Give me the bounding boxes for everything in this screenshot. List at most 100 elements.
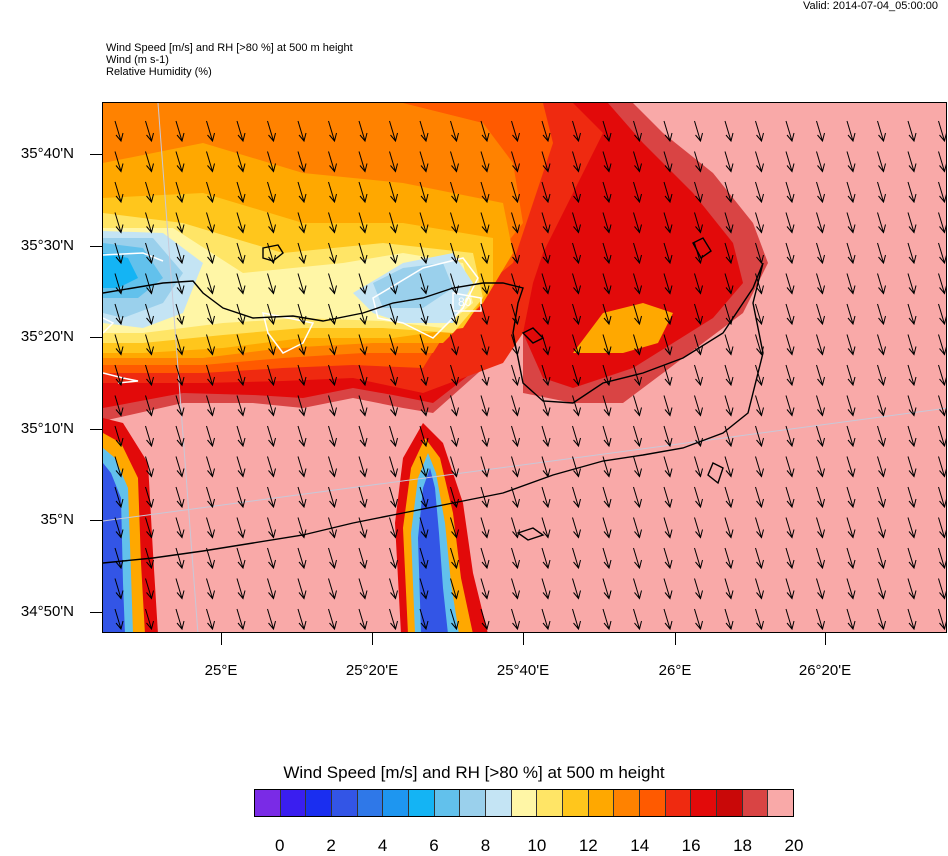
wind-arrow xyxy=(145,212,154,234)
wind-arrow xyxy=(602,273,612,295)
wind-arrow xyxy=(633,517,642,539)
wind-arrow xyxy=(541,120,551,143)
wind-arrow xyxy=(724,608,734,631)
colorbar-swatch xyxy=(357,790,384,816)
lat-tick xyxy=(90,520,102,521)
wind-arrow xyxy=(206,608,215,631)
lon-tick xyxy=(221,633,222,645)
wind-arrow xyxy=(114,395,124,417)
wind-arrow xyxy=(206,151,215,173)
wind-arrow xyxy=(572,364,581,387)
wind-arrow xyxy=(206,120,215,143)
wind-arrow xyxy=(846,517,856,539)
wind-arrow xyxy=(816,395,825,417)
wind-arrow xyxy=(785,151,795,173)
wind-arrow xyxy=(236,608,246,631)
wind-arrow xyxy=(755,395,764,417)
wind-arrow xyxy=(297,303,307,326)
wind-arrow xyxy=(450,212,459,234)
wind-arrow xyxy=(419,517,429,539)
wind-arrow xyxy=(755,273,764,295)
wind-arrow xyxy=(450,517,459,539)
wind-arrow xyxy=(663,120,673,143)
wind-arrow xyxy=(633,456,642,478)
wind-arrow xyxy=(602,486,612,509)
wind-arrow xyxy=(907,303,917,326)
wind-arrow xyxy=(785,303,795,326)
lon-label: 25°20'E xyxy=(345,662,399,679)
wind-arrow xyxy=(724,547,734,570)
wind-arrow xyxy=(206,181,215,204)
wind-arrow xyxy=(114,517,124,539)
colorbar-swatch xyxy=(742,790,769,816)
wind-arrow xyxy=(358,303,368,326)
colorbar-swatch xyxy=(511,790,538,816)
wind-arrow xyxy=(297,395,307,417)
wind-arrow xyxy=(877,486,886,509)
wind-arrow xyxy=(755,486,764,509)
wind-arrow xyxy=(175,151,185,173)
colorbar-swatch xyxy=(768,790,794,816)
wind-arrow xyxy=(602,608,612,631)
wind-arrow xyxy=(389,364,398,387)
wind-arrow xyxy=(358,547,368,570)
wind-arrow xyxy=(389,425,398,448)
wind-arrow xyxy=(145,395,154,417)
wind-arrow xyxy=(511,364,520,387)
wind-arrow xyxy=(145,517,154,539)
wind-arrow xyxy=(511,212,520,234)
colorbar-swatch xyxy=(640,790,666,816)
wind-arrow xyxy=(419,303,429,326)
lat-label: 35°40'N xyxy=(20,145,74,162)
wind-arrow xyxy=(938,578,946,600)
wind-arrow xyxy=(907,456,917,478)
wind-arrow xyxy=(145,120,154,143)
wind-arrow xyxy=(175,425,185,448)
header-title: Wind Speed [m/s] and RH [>80 %] at 500 m… xyxy=(106,42,353,54)
wind-arrow xyxy=(358,334,368,356)
wind-arrow xyxy=(785,578,795,600)
wind-arrow xyxy=(785,212,795,234)
wind-arrow xyxy=(145,151,154,173)
wind-arrow xyxy=(389,456,398,478)
colorbar-swatch xyxy=(460,790,487,816)
wind-arrow xyxy=(785,456,795,478)
wind-arrow xyxy=(877,334,886,356)
wind-arrow xyxy=(480,578,490,600)
wind-arrow xyxy=(328,120,337,143)
wind-arrow xyxy=(755,151,764,173)
wind-arrow xyxy=(419,486,429,509)
wind-arrow xyxy=(907,181,917,204)
header-wind: Wind (m s-1) xyxy=(106,54,169,66)
lat-label: 35°10'N xyxy=(20,420,74,437)
colorbar-swatch xyxy=(332,790,358,816)
wind-arrow xyxy=(785,425,795,448)
wind-arrow xyxy=(846,242,856,265)
wind-arrow xyxy=(114,303,124,326)
wind-arrow xyxy=(572,425,581,448)
wind-arrow xyxy=(602,456,612,478)
contour-label: 80 xyxy=(458,295,472,309)
wind-arrow xyxy=(755,608,764,631)
wind-arrow xyxy=(114,151,124,173)
wind-arrow xyxy=(480,181,490,204)
east-blob xyxy=(573,303,673,353)
wind-arrow xyxy=(114,212,124,234)
wind-arrow xyxy=(389,608,398,631)
wind-arrow xyxy=(236,517,246,539)
wind-arrow xyxy=(419,120,429,143)
wind-arrow xyxy=(907,120,917,143)
wind-arrow xyxy=(450,547,459,570)
wind-arrow xyxy=(846,273,856,295)
wind-arrow xyxy=(755,578,764,600)
wind-arrow xyxy=(541,242,551,265)
wind-arrow xyxy=(755,120,764,143)
colorbar-label: 12 xyxy=(578,836,598,855)
wind-arrow xyxy=(389,242,398,265)
wind-arrow xyxy=(328,242,337,265)
wind-arrow xyxy=(236,120,246,143)
wind-arrow xyxy=(236,578,246,600)
colorbar-swatch xyxy=(588,790,615,816)
lat-tick xyxy=(90,337,102,338)
wind-arrow xyxy=(206,578,215,600)
